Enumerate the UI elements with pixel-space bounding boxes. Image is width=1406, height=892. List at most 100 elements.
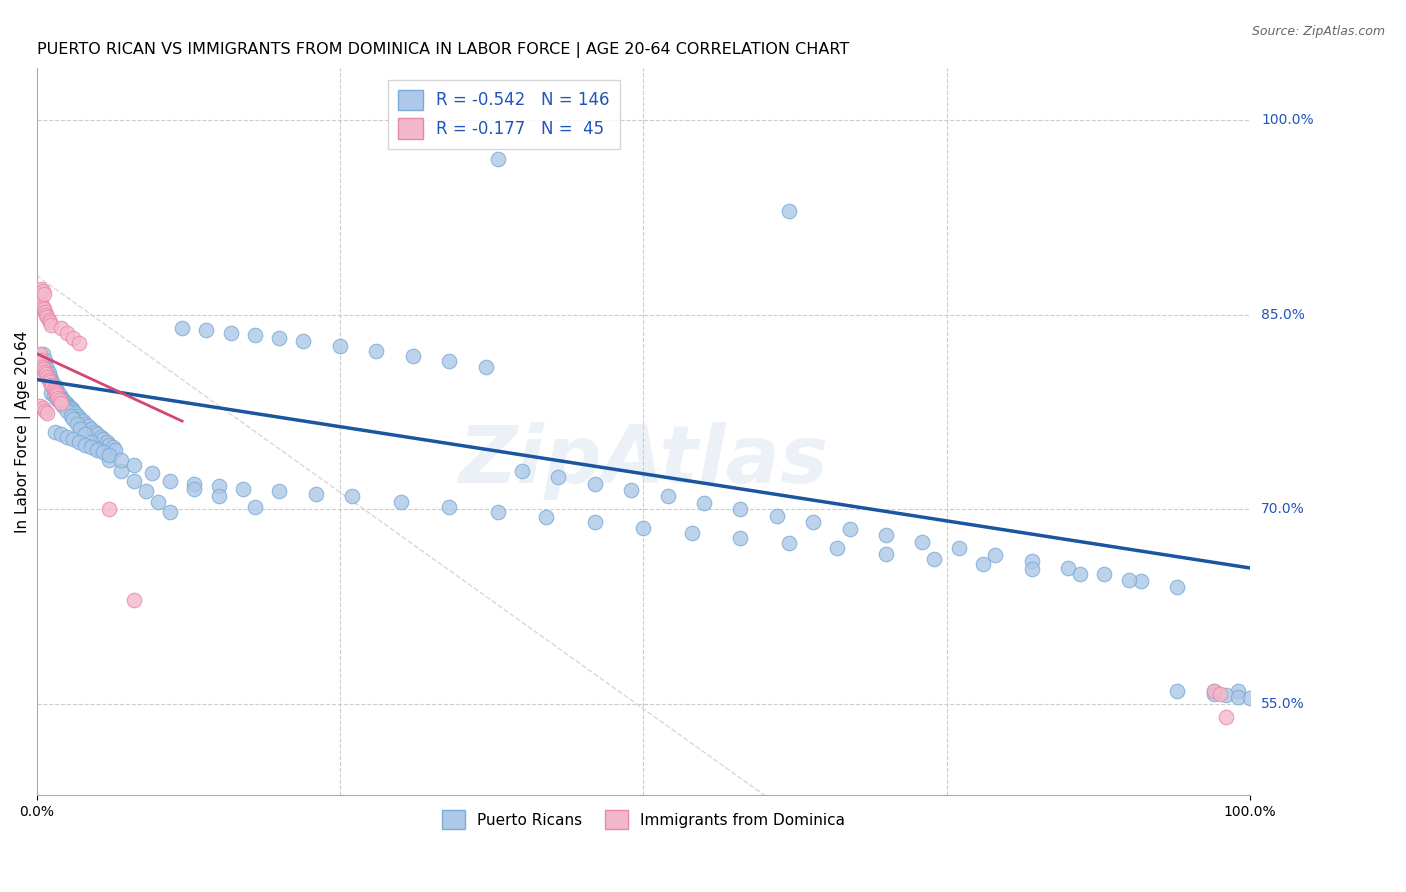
- Point: [135, 484, 157, 499]
- Point: [67, 336, 90, 351]
- Point: [52, 399, 75, 413]
- Point: [172, 320, 194, 334]
- Point: [304, 487, 326, 501]
- Text: 85.0%: 85.0%: [1261, 308, 1305, 321]
- Point: [1021, 562, 1043, 576]
- Point: [86, 442, 108, 457]
- Point: [583, 476, 606, 491]
- Point: [1092, 567, 1115, 582]
- Point: [49, 391, 72, 405]
- Point: [75, 437, 97, 451]
- Point: [46, 388, 69, 402]
- Point: [38, 366, 60, 380]
- Point: [65, 417, 87, 431]
- Point: [340, 490, 363, 504]
- Point: [62, 331, 84, 345]
- Point: [48, 393, 70, 408]
- Point: [38, 375, 60, 389]
- Point: [39, 377, 62, 392]
- Point: [875, 547, 897, 561]
- Point: [329, 339, 352, 353]
- Point: [39, 385, 62, 400]
- Point: [207, 479, 229, 493]
- Point: [42, 388, 65, 402]
- Point: [474, 359, 496, 374]
- Point: [778, 203, 800, 218]
- Y-axis label: In Labor Force | Age 20-64: In Labor Force | Age 20-64: [15, 330, 31, 533]
- Point: [778, 536, 800, 550]
- Point: [39, 372, 62, 386]
- Point: [122, 458, 145, 473]
- Point: [1118, 573, 1140, 587]
- Point: [38, 370, 60, 384]
- Point: [510, 463, 533, 477]
- Point: [35, 308, 58, 322]
- Point: [53, 394, 76, 409]
- Point: [730, 531, 752, 545]
- Point: [31, 300, 53, 314]
- Point: [96, 434, 118, 449]
- Point: [31, 346, 53, 360]
- Point: [1208, 687, 1230, 701]
- Point: [232, 482, 254, 496]
- Point: [389, 494, 412, 508]
- Point: [31, 401, 53, 416]
- Point: [41, 379, 63, 393]
- Point: [37, 370, 59, 384]
- Point: [48, 387, 70, 401]
- Point: [924, 552, 946, 566]
- Point: [243, 328, 266, 343]
- Point: [32, 302, 55, 317]
- Point: [98, 448, 121, 462]
- Point: [60, 402, 83, 417]
- Point: [141, 466, 163, 480]
- Point: [98, 502, 121, 516]
- Point: [41, 375, 63, 389]
- Point: [30, 282, 52, 296]
- Point: [948, 541, 970, 556]
- Point: [86, 427, 108, 442]
- Point: [183, 476, 205, 491]
- Point: [1129, 574, 1152, 588]
- Point: [620, 483, 643, 497]
- Point: [35, 359, 58, 374]
- Point: [32, 286, 55, 301]
- Point: [911, 535, 934, 549]
- Point: [31, 359, 53, 374]
- Point: [1069, 567, 1091, 582]
- Point: [56, 397, 79, 411]
- Point: [1226, 690, 1249, 704]
- Point: [110, 463, 132, 477]
- Point: [30, 399, 52, 413]
- Point: [38, 312, 60, 326]
- Point: [62, 403, 84, 417]
- Point: [75, 417, 97, 431]
- Point: [1021, 554, 1043, 568]
- Point: [45, 382, 67, 396]
- Point: [51, 392, 73, 406]
- Point: [37, 406, 59, 420]
- Point: [75, 427, 97, 442]
- Point: [62, 433, 84, 447]
- Point: [69, 422, 91, 436]
- Point: [38, 315, 60, 329]
- Point: [547, 470, 569, 484]
- Point: [30, 297, 52, 311]
- Point: [1215, 689, 1237, 703]
- Point: [67, 434, 90, 449]
- Point: [44, 425, 66, 439]
- Point: [631, 521, 654, 535]
- Point: [32, 362, 55, 376]
- Point: [681, 525, 703, 540]
- Point: [48, 388, 70, 402]
- Text: 70.0%: 70.0%: [1261, 502, 1305, 516]
- Point: [42, 377, 65, 392]
- Point: [55, 396, 77, 410]
- Text: PUERTO RICAN VS IMMIGRANTS FROM DOMINICA IN LABOR FORCE | AGE 20-64 CORRELATION : PUERTO RICAN VS IMMIGRANTS FROM DOMINICA…: [37, 42, 849, 58]
- Point: [1226, 684, 1249, 698]
- Point: [1166, 684, 1188, 698]
- Point: [76, 419, 98, 434]
- Text: 100.0%: 100.0%: [1261, 112, 1313, 127]
- Point: [827, 541, 849, 556]
- Point: [58, 400, 80, 414]
